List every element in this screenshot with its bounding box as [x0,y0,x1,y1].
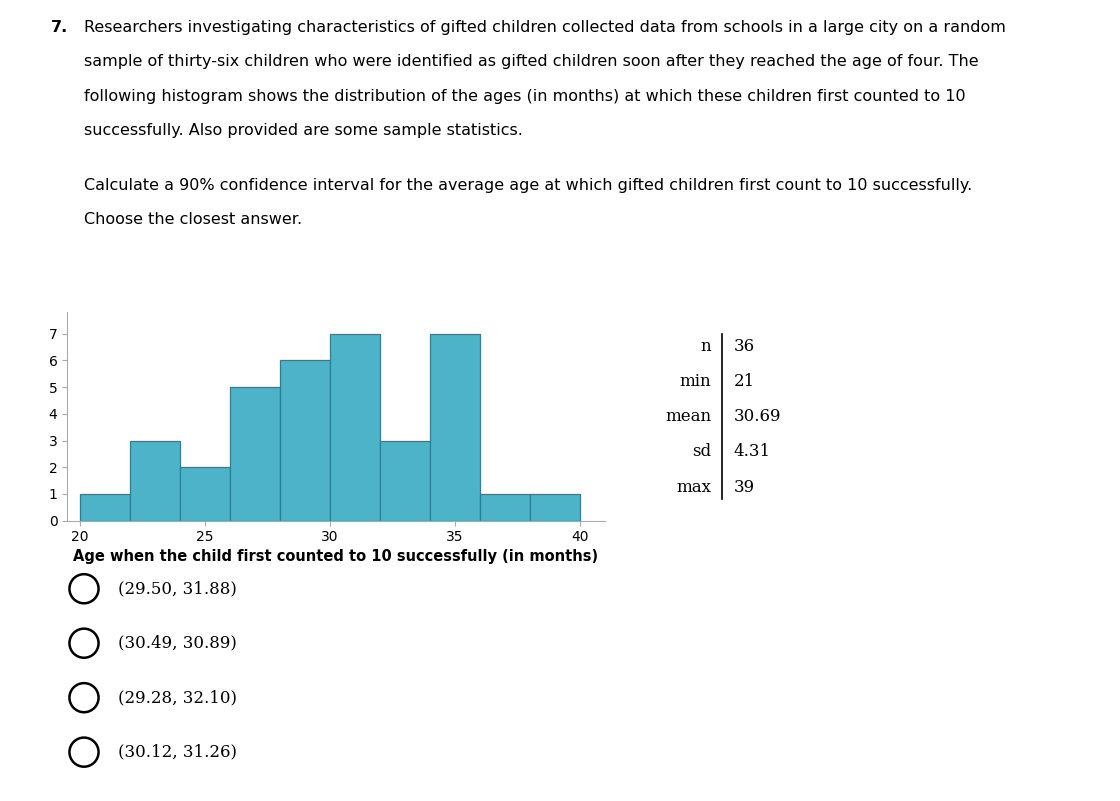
Text: (29.28, 32.10): (29.28, 32.10) [118,689,236,706]
Text: 4.31: 4.31 [734,443,771,461]
Text: Choose the closest answer.: Choose the closest answer. [84,212,302,227]
Text: 7.: 7. [50,20,67,35]
Bar [130,441,179,521]
Text: sample of thirty-six children who were identified as gifted children soon after : sample of thirty-six children who were i… [84,54,979,70]
Bar [80,494,130,521]
Text: (29.50, 31.88): (29.50, 31.88) [118,580,236,598]
Bar [530,494,580,521]
Bar [380,441,430,521]
Bar [230,387,280,521]
Bar [179,467,230,521]
Text: sd: sd [692,443,711,461]
Bar [280,360,329,521]
Text: Calculate a 90% confidence interval for the average age at which gifted children: Calculate a 90% confidence interval for … [84,178,972,193]
Bar [430,334,479,521]
Text: 36: 36 [734,337,755,355]
Text: following histogram shows the distribution of the ages (in months) at which thes: following histogram shows the distributi… [84,89,965,104]
Text: 30.69: 30.69 [734,408,781,425]
Text: n: n [701,337,711,355]
Text: (30.49, 30.89): (30.49, 30.89) [118,634,236,652]
Bar [479,494,530,521]
Text: min: min [680,372,711,390]
Text: Researchers investigating characteristics of gifted children collected data from: Researchers investigating characteristic… [84,20,1006,35]
Bar [329,334,380,521]
Text: (30.12, 31.26): (30.12, 31.26) [118,743,236,761]
Text: 39: 39 [734,478,755,496]
Text: successfully. Also provided are some sample statistics.: successfully. Also provided are some sam… [84,123,523,139]
Text: mean: mean [665,408,711,425]
Text: max: max [676,478,711,496]
Text: Age when the child first counted to 10 successfully (in months): Age when the child first counted to 10 s… [74,549,598,564]
Text: 21: 21 [734,372,755,390]
